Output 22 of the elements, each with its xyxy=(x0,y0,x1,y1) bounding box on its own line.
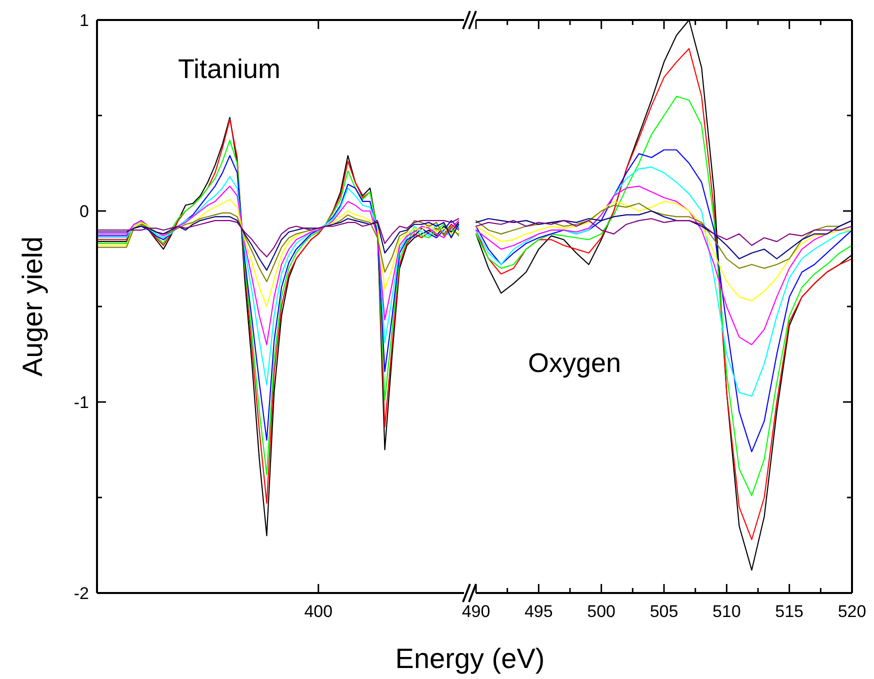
x-tick-label: 520 xyxy=(838,602,866,621)
x-tick-label: 400 xyxy=(304,602,333,621)
y-tick-label: -1 xyxy=(74,393,89,412)
annotation: Oxygen xyxy=(528,348,622,378)
y-tick-label: 0 xyxy=(80,202,89,221)
line-series xyxy=(96,218,460,258)
line-series xyxy=(96,212,460,282)
line-series xyxy=(96,176,460,386)
x-tick-label: 490 xyxy=(462,602,490,621)
x-tick-label: 510 xyxy=(712,602,741,621)
line-series xyxy=(96,186,460,346)
line-series xyxy=(96,198,460,308)
x-tick-label: 505 xyxy=(650,602,678,621)
x-tick-label: 515 xyxy=(775,602,804,621)
y-tick-label: 1 xyxy=(80,11,89,30)
y-axis-title: Auger yield xyxy=(17,236,48,377)
x-axis-title: Energy (eV) xyxy=(395,643,545,674)
x-tick-label: 495 xyxy=(524,602,553,621)
y-tick-label: -2 xyxy=(74,584,89,603)
line-series xyxy=(96,216,460,271)
annotation: Titanium xyxy=(178,54,281,84)
x-tick-label: 500 xyxy=(587,602,616,621)
